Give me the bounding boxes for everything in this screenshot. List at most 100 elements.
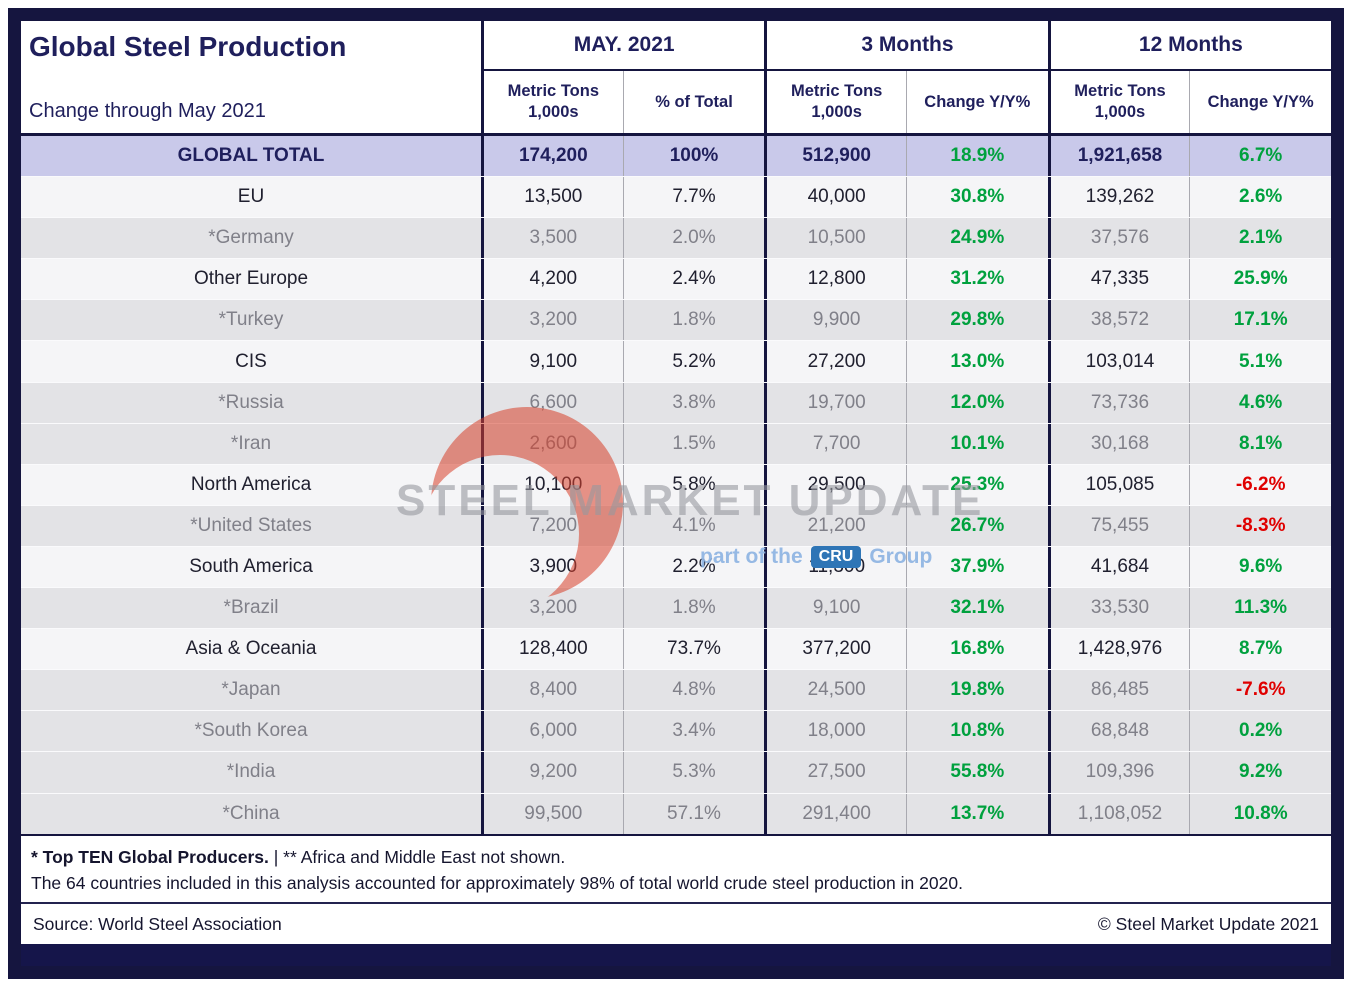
may-pct-cell: 4.8% — [622, 670, 765, 711]
table-row: *Brazil 3,200 1.8% 9,100 32.1% 33,530 11… — [21, 587, 1331, 629]
may-pct-cell: 5.8% — [622, 464, 765, 505]
col-header-3mo-change-yy: Change Y/Y% — [906, 71, 1048, 133]
table-body: GLOBAL TOTAL 174,200 100% 512,900 18.9% … — [21, 136, 1331, 834]
may-pct-cell: 1.5% — [622, 423, 765, 464]
3mo-change-cell: 26.7% — [906, 505, 1048, 546]
3mo-tons-cell: 24,500 — [764, 670, 906, 711]
12mo-change-cell: 11.3% — [1189, 588, 1331, 629]
footnote-2: The 64 countries included in this analys… — [31, 872, 963, 893]
12mo-change-cell: -6.2% — [1189, 464, 1331, 505]
3mo-tons-cell: 9,100 — [764, 588, 906, 629]
col-header-may-metric-tons: Metric Tons 1,000s — [481, 71, 623, 133]
table-row: *Germany 3,500 2.0% 10,500 24.9% 37,576 … — [21, 217, 1331, 259]
12mo-tons-cell: 1,921,658 — [1047, 136, 1190, 177]
may-tons-cell: 6,600 — [481, 382, 623, 423]
row-label: *Japan — [221, 679, 281, 701]
row-label: South America — [189, 555, 313, 577]
may-tons-cell: 13,500 — [481, 177, 623, 218]
may-pct-cell: 57.1% — [622, 793, 765, 834]
3mo-tons-cell: 29,500 — [764, 464, 906, 505]
table-row: EU 13,500 7.7% 40,000 30.8% 139,262 2.6% — [21, 176, 1331, 218]
row-label: *Turkey — [218, 309, 284, 331]
may-pct-cell: 3.8% — [622, 382, 765, 423]
12mo-change-cell: 9.2% — [1189, 752, 1331, 793]
12mo-tons-cell: 47,335 — [1047, 259, 1190, 300]
may-tons-cell: 2,600 — [481, 423, 623, 464]
3mo-change-cell: 30.8% — [906, 177, 1048, 218]
row-label: North America — [190, 473, 312, 495]
12mo-change-cell: 2.1% — [1189, 218, 1331, 259]
may-tons-cell: 10,100 — [481, 464, 623, 505]
column-group-12-months: 12 Months — [1047, 21, 1331, 71]
12mo-change-cell: 6.7% — [1189, 136, 1331, 177]
12mo-tons-cell: 1,428,976 — [1047, 629, 1190, 670]
3mo-tons-cell: 18,000 — [764, 711, 906, 752]
may-pct-cell: 5.3% — [622, 752, 765, 793]
title-block: Global Steel Production Change through M… — [21, 21, 481, 133]
3mo-tons-cell: 10,500 — [764, 218, 906, 259]
3mo-change-cell: 24.9% — [906, 218, 1048, 259]
12mo-tons-cell: 33,530 — [1047, 588, 1190, 629]
12mo-tons-cell: 109,396 — [1047, 752, 1190, 793]
3mo-tons-cell: 27,500 — [764, 752, 906, 793]
may-pct-cell: 1.8% — [622, 588, 765, 629]
may-pct-cell: 1.8% — [622, 300, 765, 341]
table-row: *Turkey 3,200 1.8% 9,900 29.8% 38,572 17… — [21, 299, 1331, 341]
may-pct-cell: 73.7% — [622, 629, 765, 670]
3mo-change-cell: 16.8% — [906, 629, 1048, 670]
12mo-change-cell: 9.6% — [1189, 546, 1331, 588]
row-label: *United States — [190, 514, 312, 536]
may-pct-cell: 7.7% — [622, 177, 765, 218]
12mo-change-cell: 17.1% — [1189, 300, 1331, 341]
may-pct-cell: 2.2% — [622, 546, 765, 588]
page-subtitle: Change through May 2021 — [29, 100, 266, 122]
col-header-12mo-change-yy: Change Y/Y% — [1189, 71, 1331, 133]
may-tons-cell: 9,200 — [481, 752, 623, 793]
may-tons-cell: 128,400 — [481, 629, 623, 670]
table-row: GLOBAL TOTAL 174,200 100% 512,900 18.9% … — [21, 136, 1331, 177]
row-label: CIS — [235, 350, 267, 372]
3mo-change-cell: 29.8% — [906, 300, 1048, 341]
may-tons-cell: 99,500 — [481, 793, 623, 834]
may-tons-cell: 9,100 — [481, 341, 623, 382]
row-label: *Iran — [230, 432, 272, 454]
table-row: *Japan 8,400 4.8% 24,500 19.8% 86,485 -7… — [21, 669, 1331, 711]
may-tons-cell: 4,200 — [481, 259, 623, 300]
col-header-3mo-metric-tons: Metric Tons 1,000s — [764, 71, 906, 133]
3mo-tons-cell: 21,200 — [764, 505, 906, 546]
table-row: Other Europe 4,200 2.4% 12,800 31.2% 47,… — [21, 258, 1331, 300]
12mo-change-cell: 25.9% — [1189, 259, 1331, 300]
table-row: *Iran 2,600 1.5% 7,700 10.1% 30,168 8.1% — [21, 422, 1331, 464]
3mo-change-cell: 25.3% — [906, 464, 1048, 505]
may-pct-cell: 100% — [622, 136, 765, 177]
row-label: Other Europe — [193, 268, 309, 290]
3mo-tons-cell: 11,300 — [764, 546, 906, 588]
source-text: Source: World Steel Association — [33, 913, 282, 934]
footnotes: * Top TEN Global Producers. | ** Africa … — [21, 833, 1331, 902]
3mo-tons-cell: 19,700 — [764, 382, 906, 423]
12mo-change-cell: -8.3% — [1189, 505, 1331, 546]
12mo-change-cell: 2.6% — [1189, 177, 1331, 218]
12mo-change-cell: 8.1% — [1189, 423, 1331, 464]
col-header-may-pct-of-total: % of Total — [622, 71, 765, 133]
row-label: EU — [237, 186, 265, 208]
3mo-change-cell: 37.9% — [906, 546, 1048, 588]
may-tons-cell: 3,200 — [481, 588, 623, 629]
footnote-1-rest: | ** Africa and Middle East not shown. — [268, 846, 566, 867]
column-group-may-2021: MAY. 2021 — [481, 21, 765, 71]
table-header: Global Steel Production Change through M… — [21, 21, 1331, 136]
table-row: Asia & Oceania 128,400 73.7% 377,200 16.… — [21, 628, 1331, 670]
table-row: South America 3,900 2.2% 11,300 37.9% 41… — [21, 545, 1331, 588]
12mo-tons-cell: 68,848 — [1047, 711, 1190, 752]
row-label: *Germany — [208, 227, 294, 249]
12mo-tons-cell: 41,684 — [1047, 546, 1190, 588]
table-row: *South Korea 6,000 3.4% 18,000 10.8% 68,… — [21, 710, 1331, 752]
3mo-tons-cell: 27,200 — [764, 341, 906, 382]
may-tons-cell: 174,200 — [481, 136, 623, 177]
3mo-change-cell: 32.1% — [906, 588, 1048, 629]
row-label: *China — [222, 802, 280, 824]
3mo-tons-cell: 40,000 — [764, 177, 906, 218]
3mo-change-cell: 13.7% — [906, 793, 1048, 834]
3mo-change-cell: 13.0% — [906, 341, 1048, 382]
